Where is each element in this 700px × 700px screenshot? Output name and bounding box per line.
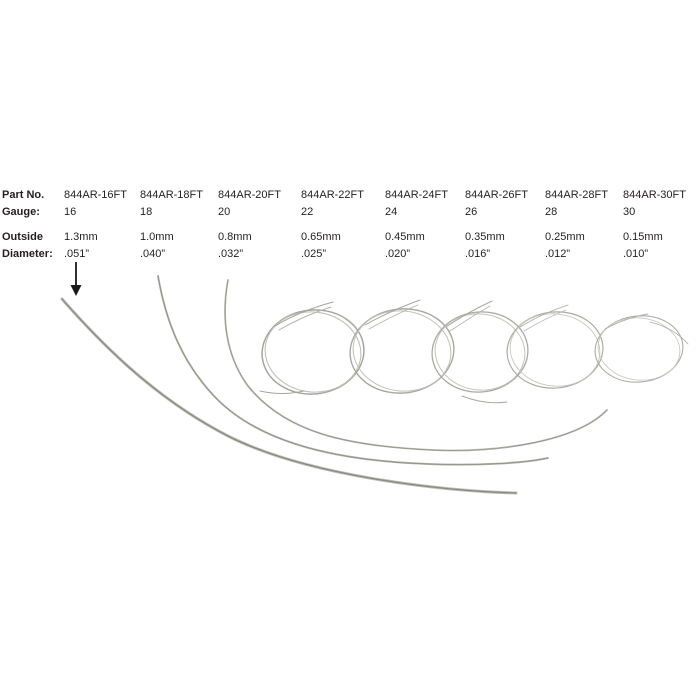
part-no: 844AR-26FT — [465, 189, 528, 201]
spec-column-22ft: 844AR-22FT 22 0.65mm .025” — [301, 187, 364, 263]
wire-16-gauge — [60, 297, 518, 495]
row-label-gauge: Gauge: — [2, 206, 40, 218]
gauge-value: 26 — [465, 206, 478, 218]
diameter-in: .051” — [64, 248, 90, 260]
row-label-part-no: Part No. — [2, 189, 45, 201]
wire-coil-22-gauge — [259, 301, 365, 395]
wire-coil-30-gauge — [594, 313, 689, 383]
part-no: 844AR-18FT — [140, 189, 203, 201]
spec-table: Part No. Gauge: Outside Diameter: 844AR-… — [0, 187, 700, 267]
diameter-in: .010” — [623, 248, 649, 260]
spec-column-28ft: 844AR-28FT 28 0.25mm .012” — [545, 187, 608, 263]
gauge-value: 18 — [140, 206, 153, 218]
part-no: 844AR-30FT — [623, 189, 686, 201]
diameter-mm: 0.15mm — [623, 231, 663, 243]
wire-coil-24-gauge — [349, 299, 455, 394]
wire-coil-28-gauge — [506, 304, 604, 389]
diameter-mm: 0.35mm — [465, 231, 505, 243]
part-no: 844AR-16FT — [64, 189, 127, 201]
spec-column-24ft: 844AR-24FT 24 0.45mm .020” — [385, 187, 448, 263]
wire-coil-26-gauge — [431, 300, 529, 404]
gauge-value: 30 — [623, 206, 636, 218]
diameter-in: .025” — [301, 248, 327, 260]
gauge-value: 16 — [64, 206, 77, 218]
part-no: 844AR-20FT — [218, 189, 281, 201]
diameter-mm: 0.65mm — [301, 231, 341, 243]
diameter-mm: 1.0mm — [140, 231, 174, 243]
row-label-outside: Outside — [2, 231, 43, 243]
gauge-value: 22 — [301, 206, 314, 218]
part-no: 844AR-28FT — [545, 189, 608, 201]
diameter-in: .012” — [545, 248, 571, 260]
diameter-mm: 0.8mm — [218, 231, 252, 243]
wire-18-gauge — [157, 275, 549, 466]
gauge-value: 20 — [218, 206, 231, 218]
diameter-mm: 1.3mm — [64, 231, 98, 243]
wire-20-gauge — [224, 279, 608, 452]
down-arrow-icon — [70, 262, 82, 296]
diameter-mm: 0.45mm — [385, 231, 425, 243]
part-no: 844AR-22FT — [301, 189, 364, 201]
diameter-in: .016” — [465, 248, 491, 260]
diameter-mm: 0.25mm — [545, 231, 585, 243]
spec-column-18ft: 844AR-18FT 18 1.0mm .040” — [140, 187, 203, 263]
spec-column-20ft: 844AR-20FT 20 0.8mm .032” — [218, 187, 281, 263]
spec-column-16ft: 844AR-16FT 16 1.3mm .051” — [64, 187, 127, 263]
gauge-value: 28 — [545, 206, 558, 218]
diameter-in: .020” — [385, 248, 411, 260]
part-no: 844AR-24FT — [385, 189, 448, 201]
diameter-in: .040” — [140, 248, 166, 260]
gauge-value: 24 — [385, 206, 398, 218]
row-labels-column: Part No. Gauge: Outside Diameter: — [2, 187, 53, 263]
spec-column-30ft: 844AR-30FT 30 0.15mm .010” — [623, 187, 686, 263]
diameter-in: .032” — [218, 248, 244, 260]
spec-column-26ft: 844AR-26FT 26 0.35mm .016” — [465, 187, 528, 263]
row-label-diameter: Diameter: — [2, 248, 53, 260]
